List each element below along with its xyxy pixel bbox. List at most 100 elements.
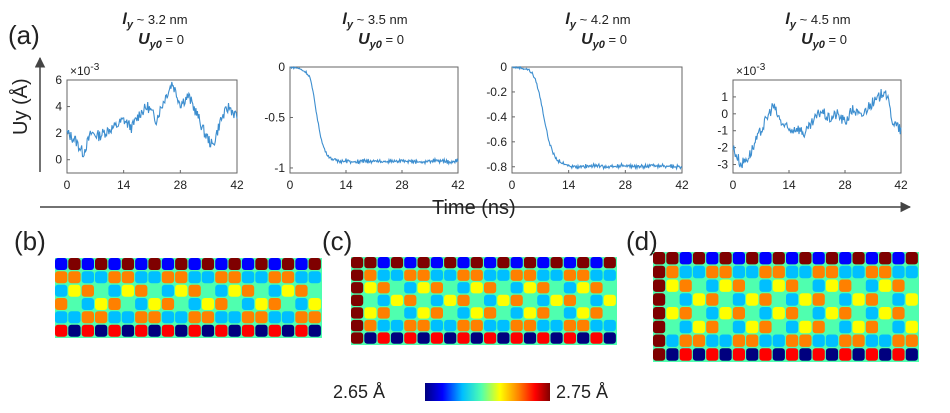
heatmap-cell xyxy=(215,271,228,284)
y-tick-label: 0 xyxy=(278,60,285,74)
heatmap-cell xyxy=(404,294,417,306)
heatmap-cell xyxy=(510,294,523,306)
heatmap-cell xyxy=(590,332,603,344)
heatmap-cell xyxy=(812,265,825,279)
heatmap-cell xyxy=(148,284,161,297)
heatmap-cell xyxy=(55,271,68,284)
subplot-title-line1: ly ~ 3.2 nm xyxy=(122,11,187,31)
heatmap-cell xyxy=(430,269,443,281)
heatmap-cell xyxy=(746,348,759,361)
heatmap-cell xyxy=(68,271,81,284)
heatmap-cell xyxy=(55,311,68,324)
heatmap-cell xyxy=(228,298,241,310)
heatmap-cell xyxy=(759,334,772,347)
heatmap-cell xyxy=(161,298,175,310)
heatmap-cell xyxy=(457,332,470,344)
heatmap-cell xyxy=(241,284,255,297)
heatmap-cell xyxy=(799,320,812,334)
exponent-label: ×10-3 xyxy=(736,62,766,78)
heatmap-cell xyxy=(577,282,590,294)
heatmap-cell xyxy=(879,293,892,306)
heatmap-cell xyxy=(444,307,457,319)
exponent-label: ×10-3 xyxy=(70,62,100,78)
heatmap-cell xyxy=(404,307,417,319)
heatmap-cell xyxy=(364,307,377,319)
heatmap-cell xyxy=(603,307,616,319)
heatmap-cell xyxy=(68,284,81,297)
heatmap-cell xyxy=(892,252,905,265)
heatmap-cell xyxy=(417,332,430,344)
y-tick-label: 4 xyxy=(55,100,62,114)
heatmap-cell xyxy=(444,269,457,281)
heatmap-cell xyxy=(679,252,692,265)
heatmap-cell xyxy=(81,311,94,324)
heatmap-cell xyxy=(390,307,404,319)
heatmap-cell xyxy=(812,252,825,265)
series-line xyxy=(66,81,238,158)
heatmap-cell xyxy=(281,258,295,270)
heatmap-cell xyxy=(603,257,616,269)
heatmap-cell xyxy=(121,271,135,284)
heatmap-cell xyxy=(865,320,878,334)
heatmap-cell xyxy=(706,334,719,347)
heatmap-cell xyxy=(470,294,483,306)
heatmap-cell xyxy=(852,252,865,265)
subplot-title-line1: ly ~ 4.5 nm xyxy=(785,11,850,31)
heatmap-cell xyxy=(692,265,706,279)
heatmap-cell xyxy=(852,320,865,334)
heatmap-cell xyxy=(719,348,732,361)
heatmap-cell xyxy=(201,284,215,297)
heatmap-cell xyxy=(295,284,308,297)
heatmap-cell xyxy=(295,298,308,310)
heatmap-cell xyxy=(679,265,692,279)
heatmap-cell xyxy=(772,279,785,292)
heatmap-cell xyxy=(95,284,108,297)
heatmap-cell xyxy=(759,320,772,334)
heatmap-cell xyxy=(577,269,590,281)
heatmap-cell xyxy=(590,294,603,306)
heatmap-cell xyxy=(732,252,745,265)
subplot-title-line2: Uy0 = 0 xyxy=(581,31,627,51)
heatmap-cell xyxy=(228,258,241,270)
heatmap-cell xyxy=(510,257,523,269)
heatmap-cell xyxy=(772,320,785,334)
heatmap-cell xyxy=(772,265,785,279)
heatmap-cell xyxy=(839,334,852,347)
heatmap-cell xyxy=(404,282,417,294)
heatmap-cell xyxy=(550,294,563,306)
heatmap-cell xyxy=(732,348,745,361)
heatmap-cell xyxy=(746,279,759,292)
heatmap-cell xyxy=(772,334,785,347)
heatmap-cell xyxy=(241,271,255,284)
heatmap-cell xyxy=(470,282,483,294)
heatmap-cell xyxy=(812,293,825,306)
heatmap-cell xyxy=(390,282,404,294)
heatmap-panel xyxy=(55,258,322,338)
heatmap-cell xyxy=(470,307,483,319)
heatmap-cell xyxy=(865,293,878,306)
heatmap-panels xyxy=(55,252,919,362)
heatmap-cell xyxy=(692,348,706,361)
heatmap-cell xyxy=(692,293,706,306)
heatmap-cell xyxy=(430,307,443,319)
heatmap-cell xyxy=(577,257,590,269)
heatmap-cell xyxy=(430,282,443,294)
heatmap-cell xyxy=(812,320,825,334)
heatmap-cell xyxy=(148,271,161,284)
heatmap-cell xyxy=(255,258,268,270)
heatmap-cell xyxy=(201,324,215,337)
heatmap-cell xyxy=(692,307,706,320)
y-tick-label: 0 xyxy=(55,153,62,167)
heatmap-cell xyxy=(484,282,497,294)
heatmap-cell xyxy=(268,298,281,310)
x-tick-label: 0 xyxy=(64,178,71,192)
heatmap-cell xyxy=(799,348,812,361)
heatmap-cell xyxy=(590,319,603,332)
heatmap-cell xyxy=(523,294,537,306)
heatmap-cell xyxy=(653,320,666,334)
heatmap-cell xyxy=(746,320,759,334)
heatmap-cell xyxy=(732,265,745,279)
heatmap-cell xyxy=(879,265,892,279)
heatmap-cell xyxy=(95,258,108,270)
